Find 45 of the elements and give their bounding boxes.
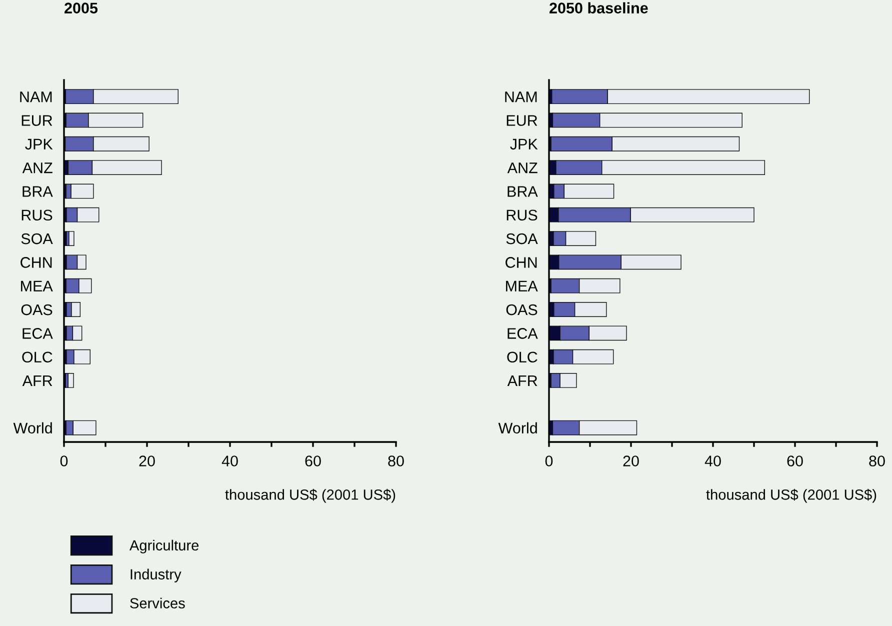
x-tick-label: 20 <box>139 456 155 466</box>
y-tick-label: NAM <box>505 92 537 102</box>
chart-title: 2050 baseline <box>550 2 648 14</box>
y-tick-label: EUR <box>506 115 538 126</box>
chart-title: 2005 <box>64 2 98 14</box>
y-tick-label: ANZ <box>507 162 538 174</box>
y-tick-label: CHN <box>20 257 52 268</box>
y-tick-label: World <box>498 422 537 434</box>
y-tick-label: RUS <box>506 210 538 221</box>
x-axis-title: thousand US$ (2001 US$) <box>225 488 396 503</box>
y-tick-label: JPK <box>510 138 538 150</box>
y-tick-label: JPK <box>25 138 53 150</box>
y-tick-label: MEA <box>21 280 53 292</box>
y-tick-label: ANZ <box>22 162 52 174</box>
x-tick-label: 60 <box>787 456 803 466</box>
y-tick-label: OAS <box>21 304 52 316</box>
y-tick-label: ECA <box>22 328 53 339</box>
y-tick-label: NAM <box>20 92 52 102</box>
y-tick-label: BRA <box>508 186 538 197</box>
y-tick-label: SOA <box>21 233 53 244</box>
legend-label: Agriculture <box>129 540 199 554</box>
x-tick-label: 0 <box>60 456 68 466</box>
x-tick-label: 80 <box>388 456 404 466</box>
x-axis-title: thousand US$ (2001 US$) <box>706 488 876 503</box>
x-tick-label: 40 <box>704 456 721 466</box>
y-tick-label: SOA <box>506 233 538 244</box>
y-tick-label: AFR <box>507 376 538 386</box>
x-tick-label: 40 <box>222 456 238 466</box>
y-tick-label: ECA <box>508 328 538 339</box>
y-tick-label: OLC <box>22 352 52 363</box>
x-tick-label: 20 <box>623 456 639 466</box>
y-tick-label: OAS <box>506 304 538 316</box>
x-tick-label: 0 <box>545 456 553 466</box>
legend-label: Services <box>130 598 185 608</box>
y-tick-label: BRA <box>22 186 53 197</box>
y-tick-label: CHN <box>506 257 537 268</box>
y-tick-label: EUR <box>22 115 52 126</box>
legend-label: Industry <box>130 568 182 582</box>
x-tick-label: 60 <box>305 456 321 466</box>
x-tick-label: 80 <box>869 456 885 466</box>
y-tick-label: RUS <box>22 210 52 221</box>
y-tick-label: OLC <box>507 352 538 363</box>
y-tick-label: MEA <box>506 280 538 292</box>
y-tick-label: AFR <box>22 376 52 386</box>
y-tick-label: World <box>13 422 52 434</box>
